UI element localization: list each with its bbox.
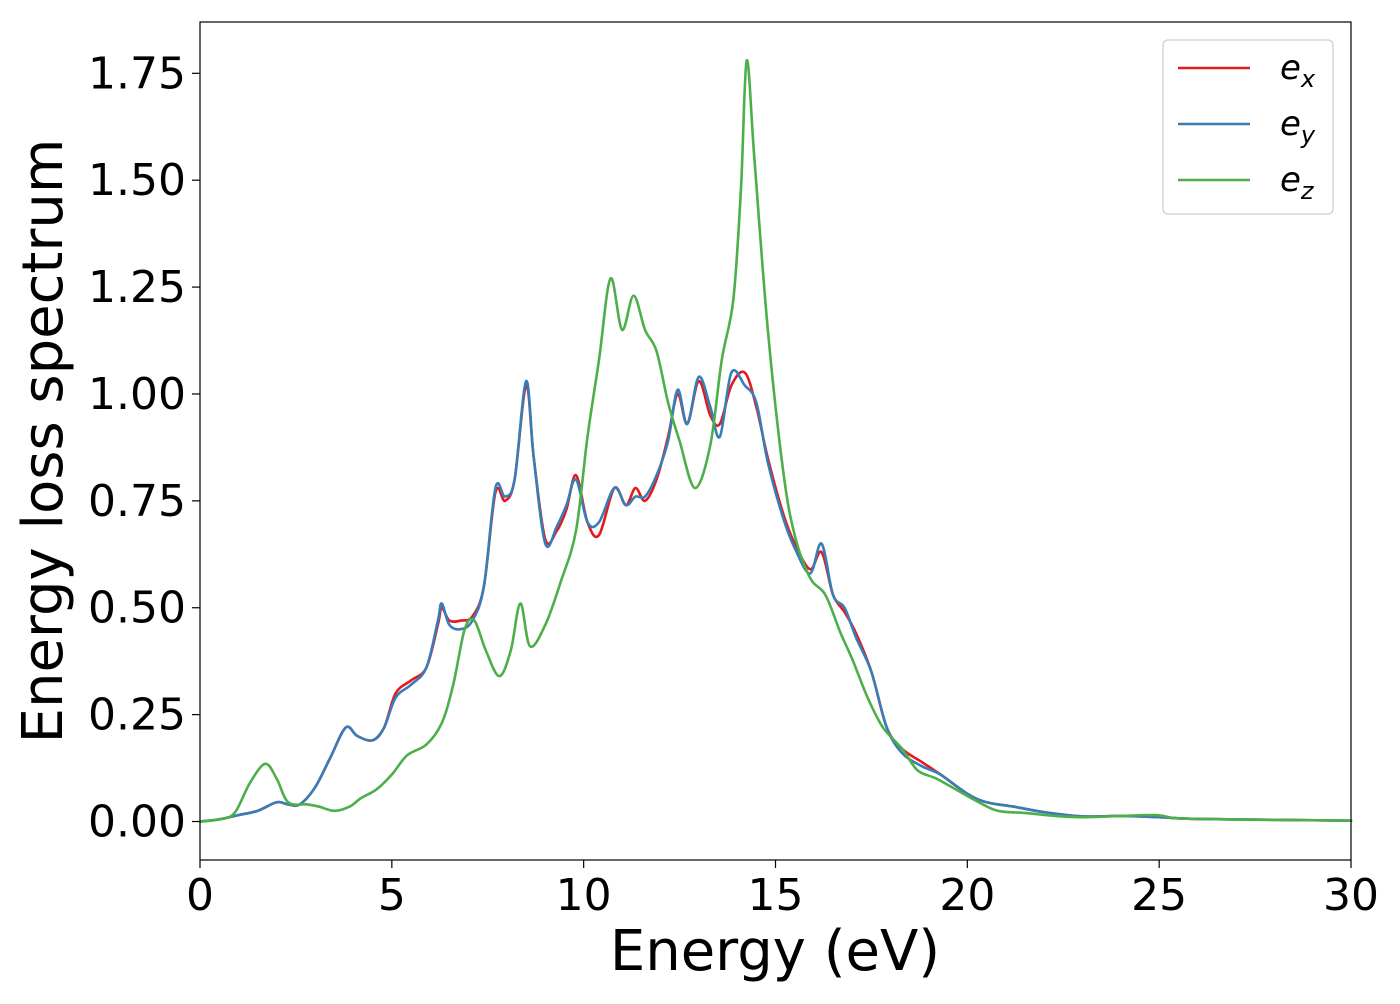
- x-tick-label: 5: [378, 870, 406, 921]
- y-tick-label: 1.75: [88, 48, 186, 99]
- y-tick-label: 1.00: [88, 369, 186, 420]
- legend-box: [1162, 39, 1334, 215]
- y-tick-label: 0.50: [88, 583, 186, 634]
- x-tick-label: 25: [1131, 870, 1187, 921]
- x-tick-label: 20: [939, 870, 995, 921]
- x-tick-label: 15: [748, 870, 804, 921]
- y-tick-label: 0.00: [88, 797, 186, 848]
- legend-label-y: ey: [1280, 104, 1316, 149]
- plot-background: [200, 22, 1351, 860]
- y-axis-title: Energy loss spectrum: [11, 139, 76, 744]
- series-layer: [198, 59, 1353, 823]
- x-tick-label: 10: [556, 870, 612, 921]
- y-tick-label: 1.25: [88, 262, 186, 313]
- y-tick-label: 0.25: [88, 690, 186, 741]
- x-tick-label: 0: [186, 870, 214, 921]
- y-tick-label: 0.75: [88, 476, 186, 527]
- series-line-z: [198, 59, 1353, 823]
- x-axis: 0 5 10 15 20 25 30: [186, 860, 1379, 921]
- x-tick-label: 30: [1323, 870, 1379, 921]
- y-tick-label: 1.50: [88, 155, 186, 206]
- x-axis-title: Energy (eV): [610, 919, 940, 984]
- y-axis: 0.00 0.25 0.50 0.75 1.00 1.25 1.50 1.75: [88, 48, 200, 848]
